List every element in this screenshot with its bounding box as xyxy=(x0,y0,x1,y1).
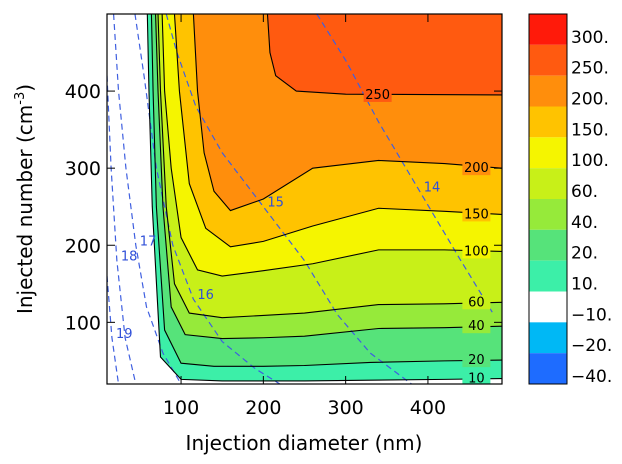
colorbar-swatch-10 xyxy=(529,322,567,354)
dashed-label-18: 18 xyxy=(121,250,138,265)
colorbar-label-9: −10. xyxy=(571,305,612,325)
contour-label-20: 20 xyxy=(468,353,485,368)
contour-label-200: 200 xyxy=(464,161,489,176)
y-axis-label-end: ) xyxy=(13,84,37,92)
axis-ticks-layer: 100 200 300 400 100 200 300 400 xyxy=(65,14,502,419)
x-tick-label-100: 100 xyxy=(163,397,199,419)
dashed-label-19: 19 xyxy=(116,327,133,342)
colorbar-swatch-6 xyxy=(529,199,567,230)
y-axis-label-sup: -3 xyxy=(13,92,28,105)
x-tick-label-300: 300 xyxy=(328,397,364,419)
contour-label-bg-20 xyxy=(462,353,491,368)
colorbar-label-5: 60. xyxy=(571,182,598,202)
y-tick-label-200: 200 xyxy=(65,235,101,257)
colorbar-frame xyxy=(528,13,568,385)
dashed-contour-17 xyxy=(112,14,182,384)
dashed-label-15: 15 xyxy=(267,196,284,211)
contour-line-200 xyxy=(192,14,502,212)
contour-label-bg-200 xyxy=(462,161,491,176)
contour-label-bg-40 xyxy=(462,319,491,334)
contour-label-bg-150 xyxy=(462,207,491,222)
colorbar-swatch-0 xyxy=(529,14,567,45)
dashed-label-14: 14 xyxy=(424,180,441,195)
dashed-contour-18 xyxy=(107,75,137,384)
contour-label-40: 40 xyxy=(468,319,485,334)
contour-label-60: 60 xyxy=(468,295,485,310)
contour-label-bg-250 xyxy=(363,87,392,102)
contour-label-250: 250 xyxy=(365,88,390,103)
contour-label-150: 150 xyxy=(464,207,489,222)
colorbar: 300. 250. 200. 150. 100. 60. 40. 20. 10. −10. −20.… xyxy=(528,13,612,387)
band-250 xyxy=(267,14,502,95)
contour-label-bg-100 xyxy=(462,244,491,259)
colorbar-label-6: 40. xyxy=(571,213,598,233)
dashed-contour-15 xyxy=(165,14,412,384)
contour-label-bg-60 xyxy=(462,295,491,310)
colorbar-swatch-8 xyxy=(529,260,567,292)
colorbar-swatch-7 xyxy=(529,229,567,261)
colorbar-swatch-9 xyxy=(529,291,567,323)
contour-line-100 xyxy=(161,14,502,277)
y-tick-label-100: 100 xyxy=(65,312,101,334)
y-axis-label-main: Injected number (cm xyxy=(13,105,37,314)
contour-label-100: 100 xyxy=(464,244,489,259)
colorbar-label-4: 100. xyxy=(571,151,609,171)
colorbar-swatch-3 xyxy=(529,106,567,138)
contour-line-10 xyxy=(146,14,502,382)
colorbar-swatch-5 xyxy=(529,168,567,199)
colorbar-swatch-4 xyxy=(529,137,567,169)
contour-line-20 xyxy=(150,14,502,367)
colorbar-label-1: 250. xyxy=(571,59,609,79)
plot-frame xyxy=(106,13,503,385)
colorbar-label-3: 150. xyxy=(571,120,609,140)
colorbar-label-7: 20. xyxy=(571,244,598,264)
y-axis-label: Injected number (cm-3) xyxy=(13,84,37,314)
solid-contour-layer xyxy=(146,14,502,382)
colorbar-swatch-1 xyxy=(529,44,567,76)
dashed-contour-14 xyxy=(316,14,495,315)
contour-line-40 xyxy=(155,14,502,340)
contour-label-10: 10 xyxy=(468,372,485,387)
colorbar-label-11: −40. xyxy=(571,367,612,387)
colorbar-label-2: 200. xyxy=(571,90,609,110)
x-tick-label-400: 400 xyxy=(410,397,446,419)
dashed-contour-layer xyxy=(107,14,495,384)
dashed-contour-16 xyxy=(134,14,281,384)
colorbar-label-10: −20. xyxy=(571,336,612,356)
x-axis-label: Injection diameter (nm) xyxy=(186,431,423,455)
contour-line-150 xyxy=(173,14,502,248)
colorbar-swatch-2 xyxy=(529,75,567,107)
dashed-label-17: 17 xyxy=(140,234,157,249)
colorbar-label-0: 300. xyxy=(571,28,609,48)
colorbar-label-8: 10. xyxy=(571,275,598,295)
colorbar-swatch-11 xyxy=(529,353,567,384)
y-tick-label-300: 300 xyxy=(65,158,101,180)
contour-line-60 xyxy=(157,14,502,319)
dashed-label-16: 16 xyxy=(197,288,214,303)
dashed-contour-19 xyxy=(107,276,120,384)
y-tick-label-400: 400 xyxy=(65,81,101,103)
contour-label-bg-10 xyxy=(462,371,491,384)
x-tick-label-200: 200 xyxy=(245,397,281,419)
